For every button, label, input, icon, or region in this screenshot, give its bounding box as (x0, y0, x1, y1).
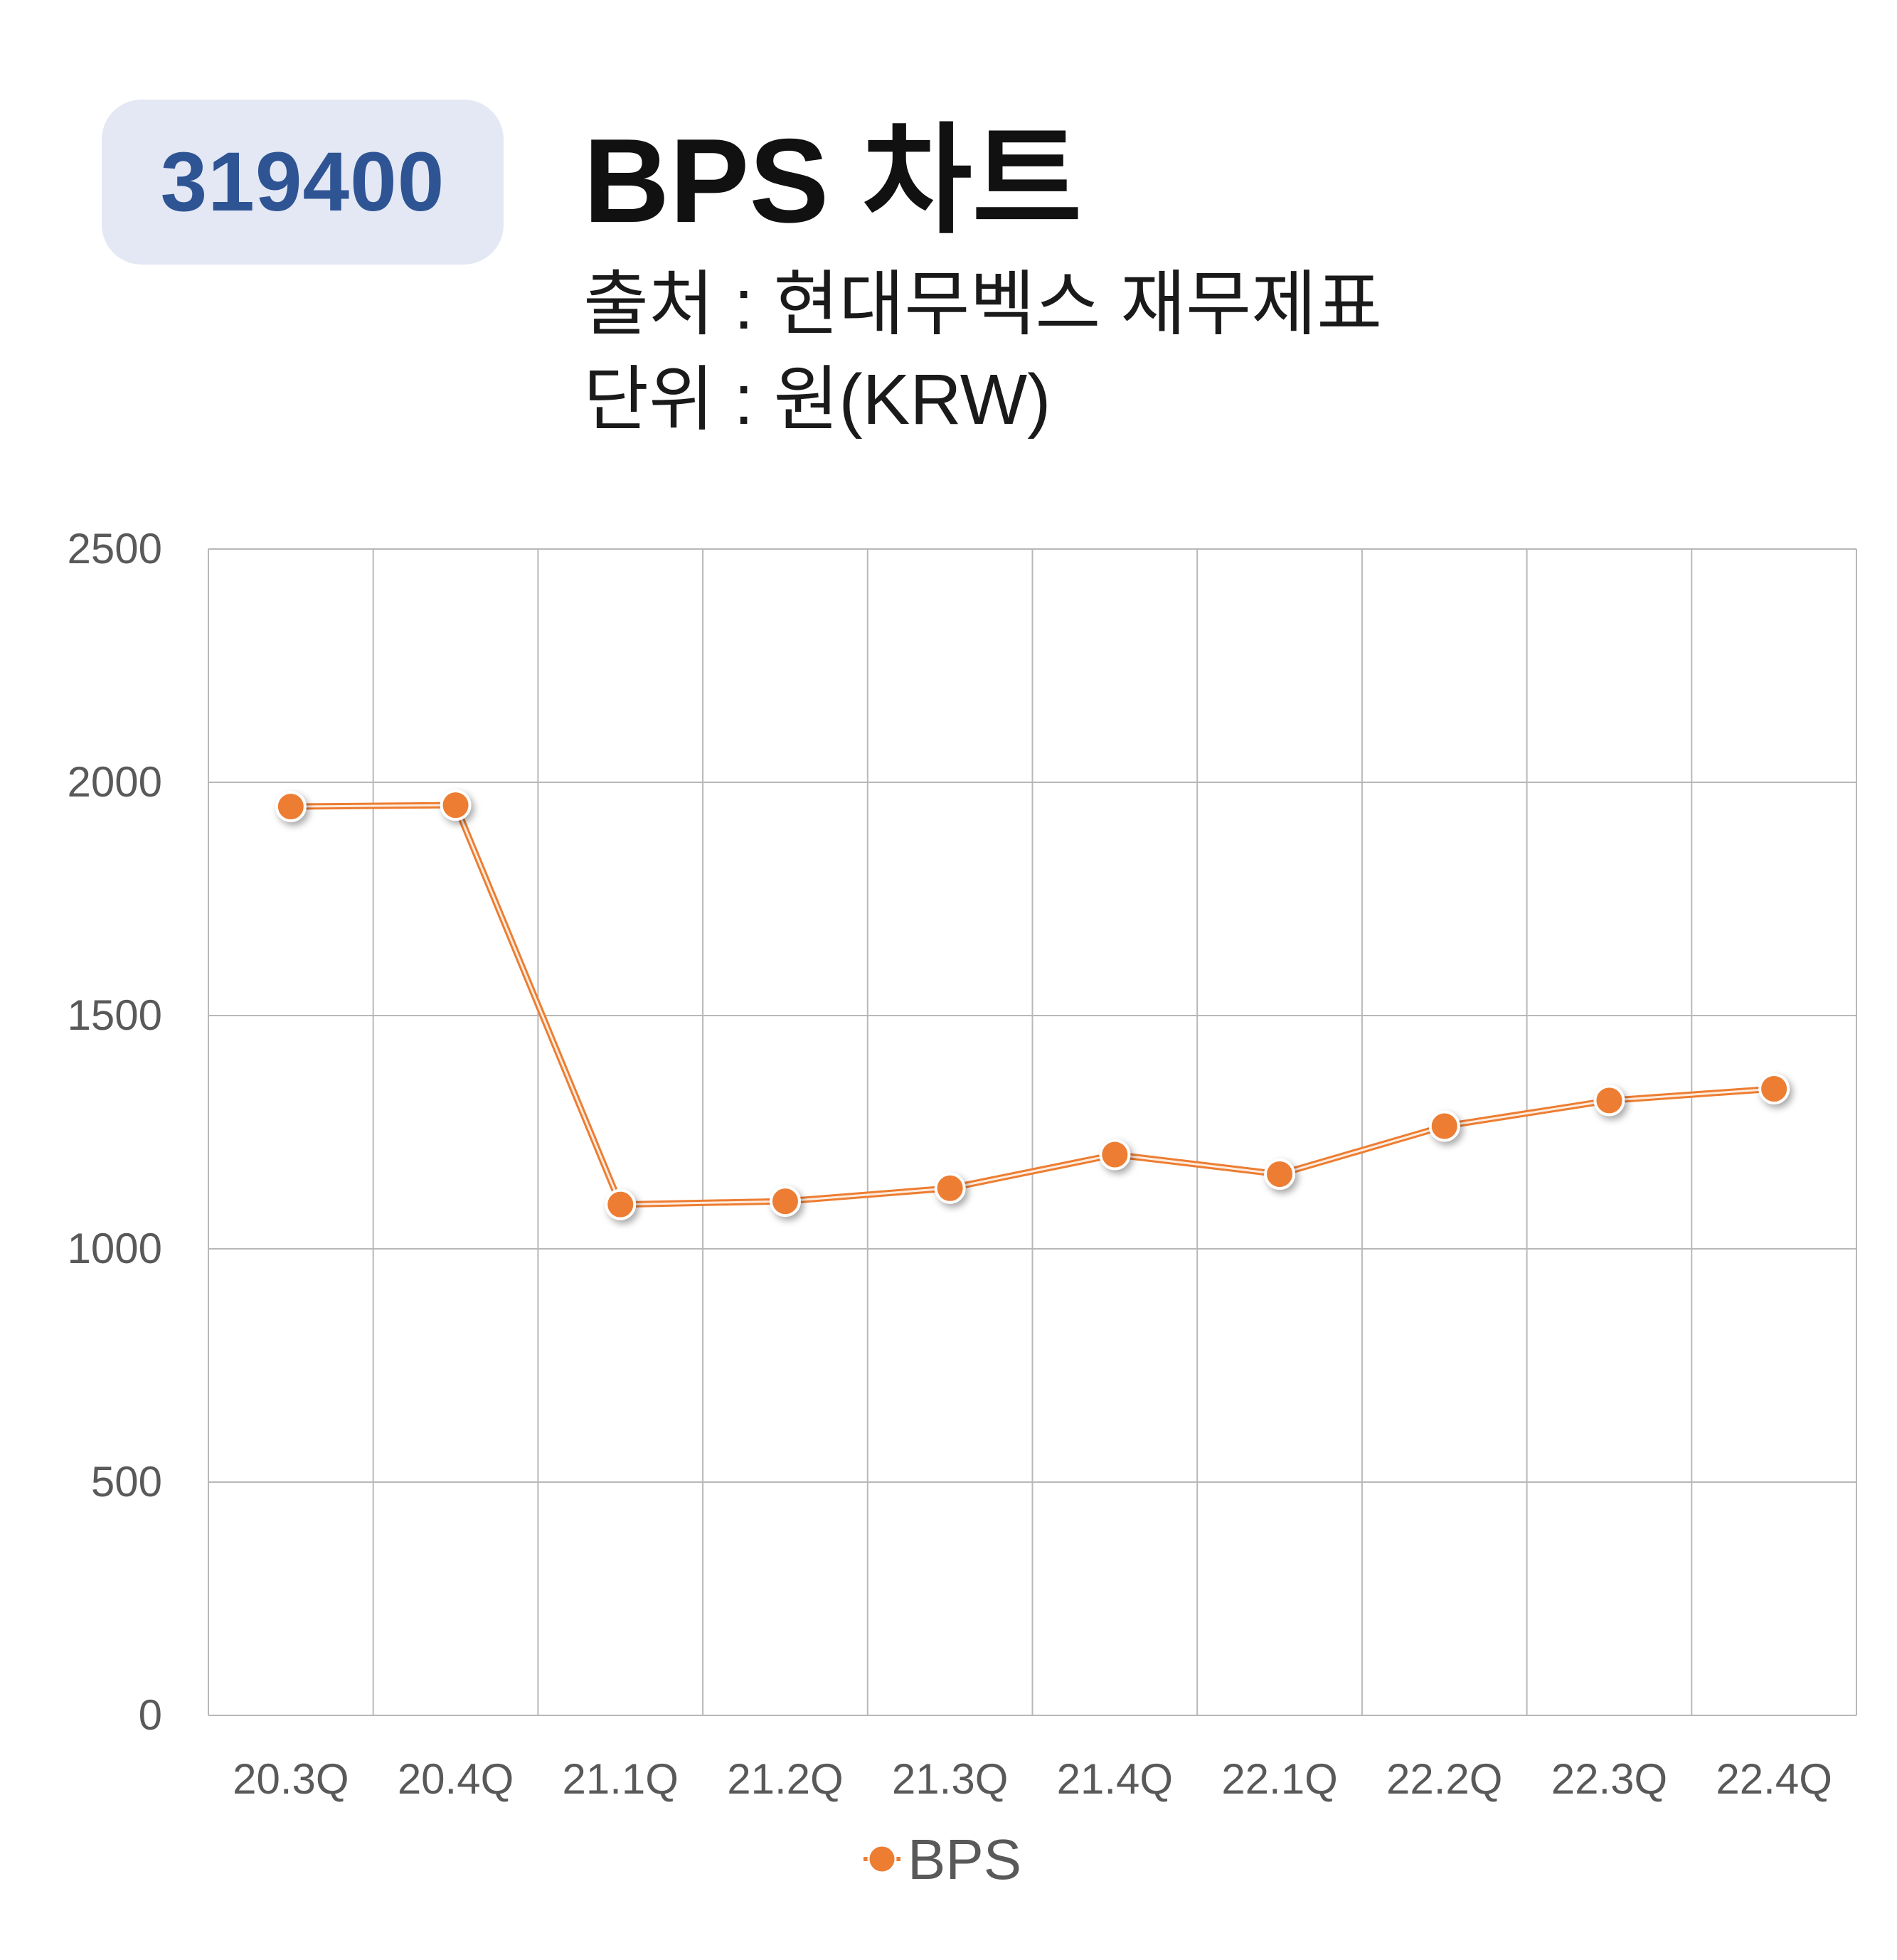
data-point (1758, 1072, 1790, 1104)
x-tick-label: 22.2Q (1386, 1755, 1502, 1803)
data-point (769, 1186, 801, 1218)
chart-legend: BPS (864, 1828, 1021, 1891)
data-point (1264, 1159, 1296, 1191)
y-tick-label: 1500 (68, 991, 162, 1039)
x-tick-label: 22.1Q (1221, 1755, 1337, 1803)
y-tick-label: 500 (91, 1458, 162, 1506)
x-axis: 20.3Q 20.4Q 21.1Q 21.2Q 21.3Q 21.4Q 22.1Q 22.2Q… (233, 1755, 1832, 1803)
x-tick-label: 20.3Q (233, 1755, 349, 1803)
data-point (440, 789, 472, 821)
y-tick-label: 0 (139, 1691, 162, 1739)
x-tick-label: 22.3Q (1551, 1755, 1667, 1803)
chart-title: BPS 차트 (583, 114, 1083, 247)
chart-grid (208, 548, 1857, 1716)
legend-marker (867, 1844, 897, 1874)
series-line-highlight (290, 804, 1775, 1206)
stock-code: 319400 (160, 135, 445, 229)
data-point (1428, 1110, 1460, 1142)
y-tick-label: 1000 (68, 1225, 162, 1272)
series-bps (275, 789, 1790, 1220)
x-tick-label: 21.3Q (892, 1755, 1008, 1803)
x-tick-label: 21.1Q (563, 1755, 679, 1803)
data-point (1099, 1139, 1131, 1171)
stock-code-badge: 319400 (102, 100, 504, 265)
legend-label: BPS (908, 1828, 1021, 1891)
data-point (1593, 1085, 1625, 1117)
y-tick-label: 2000 (68, 758, 162, 806)
chart-unit: 단위 : 원(KRW) (583, 360, 1051, 440)
x-tick-label: 21.4Q (1057, 1755, 1173, 1803)
data-point (605, 1188, 637, 1220)
chart-source: 출처 : 현대무벡스 재무제표 (583, 265, 1383, 344)
x-tick-label: 22.4Q (1716, 1755, 1832, 1803)
y-tick-label: 2500 (68, 525, 162, 572)
data-point (934, 1172, 966, 1204)
x-tick-label: 21.2Q (727, 1755, 843, 1803)
x-tick-label: 20.4Q (398, 1755, 514, 1803)
y-axis: 0 500 1000 1500 2000 2500 (68, 525, 162, 1739)
data-point (275, 791, 307, 823)
